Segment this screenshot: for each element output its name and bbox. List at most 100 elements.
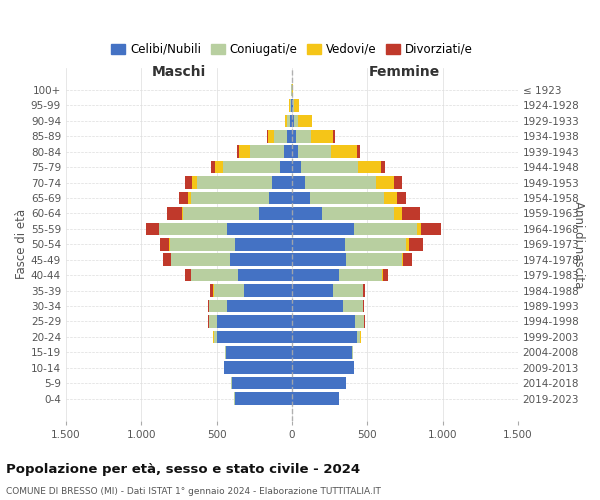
Bar — [376, 176, 394, 189]
Bar — [224, 362, 292, 374]
Bar — [179, 192, 188, 204]
Bar — [394, 207, 402, 220]
Bar — [346, 254, 402, 266]
Bar — [269, 192, 292, 204]
Bar — [292, 330, 356, 343]
Bar — [209, 315, 217, 328]
Bar — [292, 84, 293, 96]
Y-axis label: Fasce di età: Fasce di età — [15, 209, 28, 280]
Bar — [160, 238, 169, 250]
Bar — [292, 161, 301, 173]
Bar — [235, 238, 292, 250]
Bar — [211, 161, 215, 173]
Bar — [292, 284, 332, 297]
Bar — [298, 146, 331, 158]
Text: Popolazione per età, sesso e stato civile - 2024: Popolazione per età, sesso e stato civil… — [6, 462, 360, 475]
Bar — [356, 146, 359, 158]
Bar — [402, 207, 420, 220]
Bar — [292, 254, 346, 266]
Bar — [167, 207, 182, 220]
Bar — [289, 99, 290, 112]
Bar — [409, 238, 423, 250]
Bar — [191, 192, 269, 204]
Bar — [197, 176, 272, 189]
Bar — [382, 269, 383, 281]
Bar — [217, 315, 292, 328]
Bar — [296, 130, 311, 142]
Bar — [185, 269, 191, 281]
Bar — [182, 207, 184, 220]
Bar — [227, 222, 292, 235]
Bar — [159, 222, 227, 235]
Bar — [363, 300, 364, 312]
Bar — [301, 161, 358, 173]
Text: Femmine: Femmine — [369, 65, 440, 79]
Legend: Celibi/Nubili, Coniugati/e, Vedovi/e, Divorziati/e: Celibi/Nubili, Coniugati/e, Vedovi/e, Di… — [107, 38, 477, 60]
Bar — [292, 238, 344, 250]
Bar — [333, 130, 335, 142]
Bar — [311, 130, 333, 142]
Bar — [238, 269, 292, 281]
Bar — [406, 238, 409, 250]
Bar — [226, 346, 292, 358]
Bar — [267, 130, 268, 142]
Bar — [292, 207, 322, 220]
Bar — [358, 161, 381, 173]
Bar — [163, 254, 171, 266]
Bar — [250, 146, 284, 158]
Bar — [235, 392, 292, 405]
Bar — [331, 146, 356, 158]
Bar — [292, 269, 338, 281]
Bar — [292, 192, 310, 204]
Bar — [384, 192, 397, 204]
Bar — [146, 222, 158, 235]
Bar — [214, 330, 217, 343]
Bar — [214, 284, 244, 297]
Bar — [172, 254, 230, 266]
Bar — [292, 176, 305, 189]
Bar — [402, 254, 403, 266]
Bar — [344, 238, 406, 250]
Bar — [223, 161, 280, 173]
Bar — [292, 392, 338, 405]
Bar — [292, 362, 353, 374]
Bar — [397, 192, 406, 204]
Bar — [292, 346, 352, 358]
Bar — [356, 330, 361, 343]
Bar — [290, 99, 291, 112]
Bar — [353, 222, 417, 235]
Bar — [188, 192, 191, 204]
Bar — [191, 269, 238, 281]
Bar — [225, 346, 226, 358]
Bar — [259, 207, 292, 220]
Y-axis label: Anni di nascita: Anni di nascita — [572, 200, 585, 288]
Bar — [332, 284, 362, 297]
Bar — [298, 114, 312, 127]
Bar — [363, 284, 365, 297]
Bar — [230, 254, 292, 266]
Bar — [292, 146, 298, 158]
Bar — [169, 238, 170, 250]
Bar — [170, 238, 235, 250]
Bar — [403, 254, 412, 266]
Bar — [211, 284, 214, 297]
Bar — [421, 222, 441, 235]
Bar — [310, 192, 384, 204]
Bar — [292, 114, 293, 127]
Bar — [292, 300, 343, 312]
Bar — [193, 176, 197, 189]
Bar — [227, 300, 292, 312]
Bar — [284, 146, 292, 158]
Bar — [287, 130, 292, 142]
Text: COMUNE DI BRESSO (MI) - Dati ISTAT 1° gennaio 2024 - Elaborazione TUTTITALIA.IT: COMUNE DI BRESSO (MI) - Dati ISTAT 1° ge… — [6, 488, 381, 496]
Bar — [343, 300, 362, 312]
Bar — [322, 207, 394, 220]
Bar — [285, 114, 287, 127]
Bar — [244, 284, 292, 297]
Bar — [352, 346, 353, 358]
Bar — [185, 176, 193, 189]
Bar — [280, 161, 292, 173]
Bar — [338, 269, 382, 281]
Bar — [208, 300, 209, 312]
Bar — [237, 146, 239, 158]
